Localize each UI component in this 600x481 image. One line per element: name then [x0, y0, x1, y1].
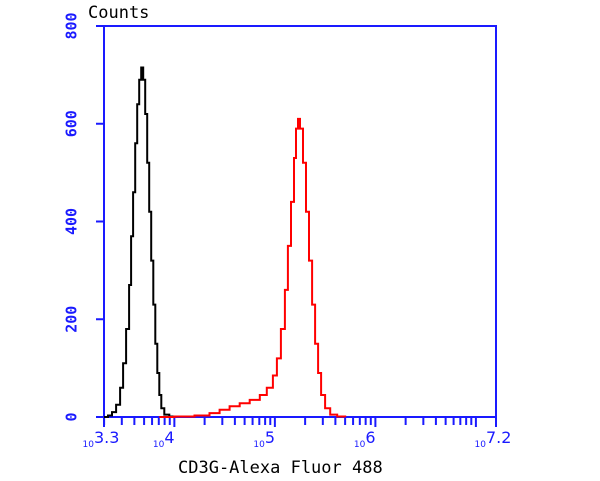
y-tick-label: 400 [63, 208, 81, 235]
plot-frame [103, 25, 497, 418]
svg-text:10: 10 [153, 440, 165, 450]
y-tick-label: 800 [63, 12, 81, 39]
y-tick-label: 0 [63, 412, 81, 421]
control-histogram [104, 66, 196, 418]
svg-text:5: 5 [265, 428, 275, 447]
y-axis-title: Counts [88, 3, 150, 23]
svg-text:10: 10 [354, 440, 366, 450]
svg-text:6: 6 [365, 428, 375, 447]
svg-text:3.3: 3.3 [94, 428, 119, 447]
x-tick-label: 10 7.2 [475, 428, 512, 450]
svg-text:10: 10 [253, 440, 265, 450]
svg-text:7.2: 7.2 [486, 428, 511, 447]
x-axis: 10 3.3 10 4 10 5 10 6 10 7.2 [83, 417, 512, 450]
svg-text:10: 10 [83, 440, 95, 450]
x-tick-label: 10 4 [153, 428, 175, 450]
x-axis-title: CD3G-Alexa Fluor 488 [178, 458, 383, 478]
y-tick-label: 600 [63, 110, 81, 137]
x-tick-label: 10 6 [354, 428, 376, 450]
plot-border [103, 25, 497, 418]
y-tick-label: 200 [63, 306, 81, 333]
x-tick-label: 10 3.3 [83, 428, 120, 450]
svg-text:4: 4 [164, 428, 174, 447]
x-tick-label: 10 5 [253, 428, 275, 450]
y-axis: 0 200 400 600 800 [63, 12, 104, 422]
svg-text:10: 10 [475, 440, 487, 450]
histogram-series [104, 66, 347, 418]
cd3g-histogram [159, 117, 347, 418]
